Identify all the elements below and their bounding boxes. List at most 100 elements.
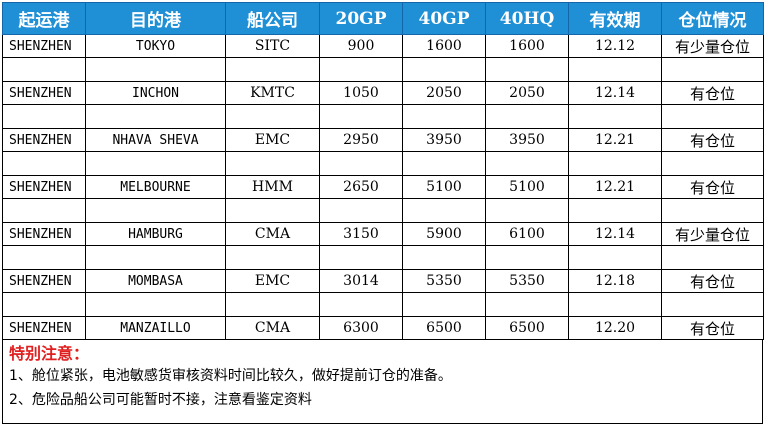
hq40-cell: 6100	[485, 222, 569, 246]
pol-cell: SHENZHEN	[2, 81, 86, 105]
table-header: 起运港 目的港 船公司 20GP 40GP 40HQ 有效期 仓位情况	[2, 2, 764, 35]
spacer-row	[2, 198, 764, 223]
empty-cell	[568, 151, 662, 176]
note-line-2: 2、危险品船公司可能暂时不接，注意看鉴定资料	[9, 392, 312, 408]
empty-cell	[225, 198, 320, 223]
empty-cell	[402, 245, 486, 270]
empty-cell	[319, 198, 403, 223]
empty-cell	[485, 57, 569, 82]
status-cell: 有仓位	[661, 128, 764, 152]
gp40-cell: 5350	[402, 269, 486, 293]
pol-cell: SHENZHEN	[2, 316, 86, 340]
validity-cell: 12.14	[568, 81, 662, 105]
empty-cell	[85, 292, 226, 317]
empty-cell	[85, 151, 226, 176]
pod-cell: INCHON	[85, 81, 226, 105]
pol-cell: SHENZHEN	[2, 128, 86, 152]
table-row: SHENZHEN INCHON KMTC 1050 2050 2050 12.14 有仓位	[2, 81, 764, 105]
gp20-cell: 900	[319, 34, 403, 58]
validity-cell: 12.12	[568, 34, 662, 58]
table-row: SHENZHEN HAMBURG CMA 3150 5900 6100 12.14 有少量仓位	[2, 222, 764, 246]
spacer-row	[2, 292, 764, 317]
carrier-cell: EMC	[225, 128, 320, 152]
gp40-cell: 2050	[402, 81, 486, 105]
status-cell: 有仓位	[661, 81, 764, 105]
table-row: SHENZHEN MANZAILLO CMA 6300 6500 6500 12.20 有仓位	[2, 316, 764, 340]
pol-cell: SHENZHEN	[2, 34, 86, 58]
gp40-header: 40GP	[402, 2, 486, 35]
empty-cell	[2, 245, 86, 270]
hq40-cell: 5100	[485, 175, 569, 199]
pod-header: 目的港	[85, 2, 226, 35]
header-row: 起运港 目的港 船公司 20GP 40GP 40HQ 有效期 仓位情况	[2, 2, 764, 35]
carrier-cell: SITC	[225, 34, 320, 58]
status-header: 仓位情况	[661, 2, 764, 35]
hq40-cell: 3950	[485, 128, 569, 152]
status-cell: 有仓位	[661, 175, 764, 199]
gp20-cell: 2950	[319, 128, 403, 152]
gp40-cell: 5100	[402, 175, 486, 199]
spacer-row	[2, 104, 764, 129]
table-row: SHENZHEN TOKYO SITC 900 1600 1600 12.12 有少量仓位	[2, 34, 764, 58]
status-cell: 有仓位	[661, 316, 764, 340]
hq40-cell: 1600	[485, 34, 569, 58]
validity-cell: 12.21	[568, 128, 662, 152]
empty-cell	[2, 292, 86, 317]
carrier-cell: HMM	[225, 175, 320, 199]
empty-cell	[85, 57, 226, 82]
spacer-row	[2, 245, 764, 270]
validity-cell: 12.18	[568, 269, 662, 293]
empty-cell	[402, 198, 486, 223]
empty-cell	[2, 151, 86, 176]
empty-cell	[2, 57, 86, 82]
validity-cell: 12.14	[568, 222, 662, 246]
gp40-cell: 6500	[402, 316, 486, 340]
table-row: SHENZHEN MOMBASA EMC 3014 5350 5350 12.18 有仓位	[2, 269, 764, 293]
table-body: SHENZHEN TOKYO SITC 900 1600 1600 12.12 有少量仓位 SH…	[2, 34, 764, 340]
empty-cell	[485, 151, 569, 176]
note-line-1: 1、舱位紧张，电池敏感货审核资料时间比较久，做好提前订仓的准备。	[9, 368, 452, 384]
gp20-cell: 3150	[319, 222, 403, 246]
empty-cell	[402, 57, 486, 82]
empty-cell	[225, 245, 320, 270]
pol-header: 起运港	[2, 2, 86, 35]
empty-cell	[485, 245, 569, 270]
empty-cell	[661, 198, 764, 223]
hq40-cell: 6500	[485, 316, 569, 340]
empty-cell	[225, 57, 320, 82]
status-cell: 有少量仓位	[661, 222, 764, 246]
gp40-cell: 3950	[402, 128, 486, 152]
empty-cell	[402, 104, 486, 129]
empty-cell	[225, 151, 320, 176]
empty-cell	[568, 292, 662, 317]
empty-cell	[319, 57, 403, 82]
empty-cell	[661, 151, 764, 176]
empty-cell	[485, 104, 569, 129]
pod-cell: MOMBASA	[85, 269, 226, 293]
empty-cell	[85, 245, 226, 270]
pod-cell: HAMBURG	[85, 222, 226, 246]
gp20-cell: 3014	[319, 269, 403, 293]
empty-cell	[319, 245, 403, 270]
pod-cell: TOKYO	[85, 34, 226, 58]
pod-cell: NHAVA SHEVA	[85, 128, 226, 152]
status-cell: 有仓位	[661, 269, 764, 293]
empty-cell	[568, 198, 662, 223]
gp20-cell: 2650	[319, 175, 403, 199]
rate-table: 起运港 目的港 船公司 20GP 40GP 40HQ 有效期 仓位情况 SHENZHEN TOK…	[2, 2, 764, 340]
empty-cell	[2, 104, 86, 129]
empty-cell	[319, 151, 403, 176]
pol-cell: SHENZHEN	[2, 222, 86, 246]
notes-section: 特别注意： 1、舱位紧张，电池敏感货审核资料时间比较久，做好提前订仓的准备。 2…	[2, 340, 763, 424]
spacer-row	[2, 57, 764, 82]
empty-cell	[225, 104, 320, 129]
empty-cell	[225, 292, 320, 317]
hq40-cell: 5350	[485, 269, 569, 293]
empty-cell	[661, 57, 764, 82]
empty-cell	[85, 104, 226, 129]
empty-cell	[661, 292, 764, 317]
carrier-cell: EMC	[225, 269, 320, 293]
gp40-cell: 1600	[402, 34, 486, 58]
empty-cell	[568, 245, 662, 270]
spacer-row	[2, 151, 764, 176]
